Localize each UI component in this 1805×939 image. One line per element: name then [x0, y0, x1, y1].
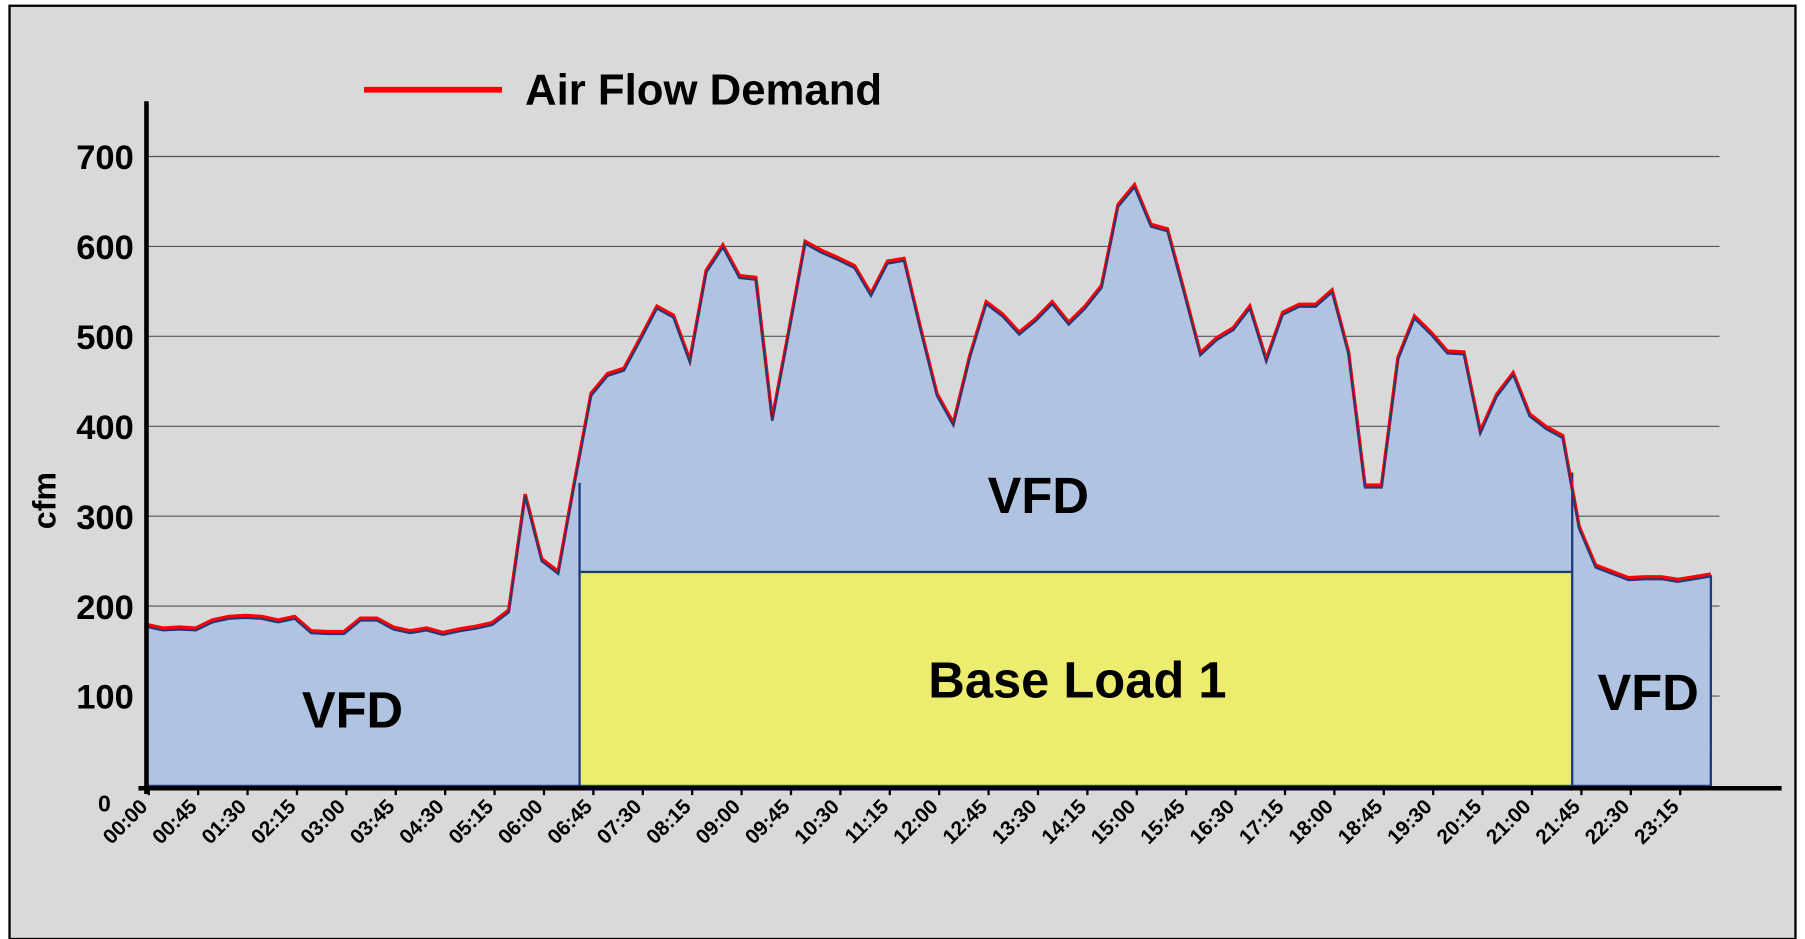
y-tick-label: 0: [98, 790, 111, 816]
annotation: VFD: [1598, 664, 1699, 721]
line-outline: [146, 185, 1712, 636]
legend-label: Air Flow Demand: [525, 66, 882, 115]
y-tick-label: 300: [76, 499, 134, 537]
y-axis-label: cfm: [27, 472, 63, 529]
base-load: [578, 570, 1574, 788]
y-tick-label: 700: [76, 139, 134, 177]
annotation: VFD: [302, 681, 403, 738]
base-load-label: Base Load 1: [928, 651, 1226, 708]
y-tick-label: 600: [76, 229, 134, 267]
y-tick-label: 500: [76, 319, 134, 357]
y-tick-label: 400: [76, 409, 134, 447]
y-tick-label: 100: [76, 679, 134, 717]
y-tick-label: 200: [76, 589, 134, 627]
annotation: VFD: [988, 467, 1089, 524]
